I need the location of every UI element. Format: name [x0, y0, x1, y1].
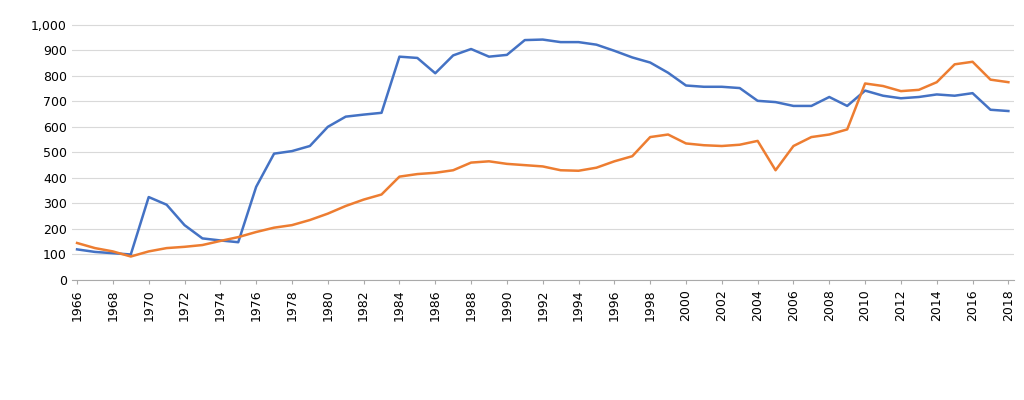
Consumption — [697, 143, 710, 148]
Consumption — [644, 135, 656, 140]
Production — [662, 70, 674, 75]
Production — [823, 94, 836, 99]
Consumption — [1002, 80, 1015, 84]
Consumption — [340, 204, 352, 208]
Consumption — [626, 154, 638, 159]
Production — [537, 37, 549, 42]
Production — [1002, 109, 1015, 114]
Line: Production: Production — [77, 40, 1009, 254]
Consumption — [805, 135, 817, 140]
Consumption — [967, 59, 979, 64]
Line: Consumption: Consumption — [77, 62, 1009, 256]
Production — [644, 60, 656, 65]
Consumption — [680, 141, 692, 146]
Production — [340, 114, 352, 119]
Consumption — [71, 240, 83, 245]
Consumption — [125, 254, 137, 259]
Production — [697, 84, 710, 89]
Production — [71, 247, 83, 252]
Production — [716, 84, 728, 89]
Production — [125, 252, 137, 257]
